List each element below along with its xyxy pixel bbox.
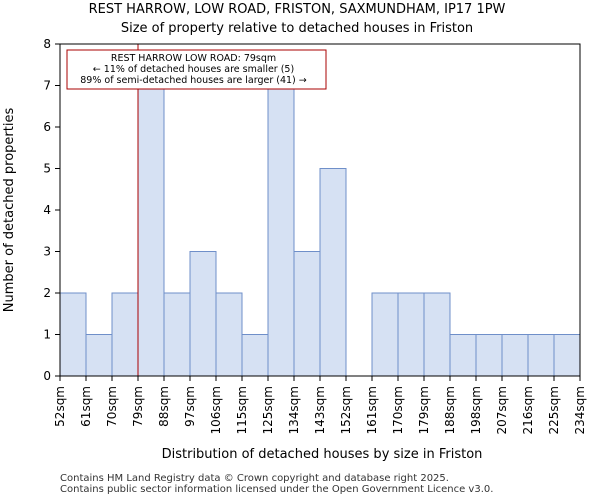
annotation-line-3: 89% of semi-detached houses are larger (…	[80, 75, 307, 86]
x-tick-label: 143sqm	[313, 386, 327, 434]
bar-125sqm	[267, 85, 295, 377]
x-tick-label: 106sqm	[209, 386, 223, 434]
x-tick-label: 216sqm	[521, 386, 535, 434]
bar-179sqm	[423, 292, 451, 377]
x-tick-label: 125sqm	[261, 386, 275, 434]
y-tick-label: 7	[43, 79, 51, 93]
x-tick-label: 88sqm	[157, 386, 171, 427]
x-axis-label: Distribution of detached houses by size …	[162, 447, 483, 462]
bar-134sqm	[293, 251, 321, 377]
footer-line-2: Contains public sector information licen…	[60, 484, 494, 495]
x-tick-label: 70sqm	[105, 386, 119, 427]
bar-188sqm	[449, 334, 477, 377]
chart-title: REST HARROW, LOW ROAD, FRISTON, SAXMUNDH…	[89, 2, 506, 17]
x-tick-label: 207sqm	[495, 386, 509, 434]
x-axis-ticks: 52sqm 61sqm 70sqm 79sqm 88sqm 97sqm 106sqm 115s…	[53, 376, 587, 434]
x-tick-label: 115sqm	[235, 386, 249, 434]
x-tick-label: 52sqm	[53, 386, 67, 427]
bar-88sqm	[163, 292, 191, 377]
plot-frame	[59, 43, 581, 377]
bar-161sqm	[371, 292, 399, 377]
bar-143sqm	[319, 168, 347, 377]
y-tick-label: 3	[43, 245, 51, 259]
bar-61sqm	[85, 334, 113, 377]
bar-216sqm	[527, 334, 555, 377]
bar-97sqm	[189, 251, 217, 377]
bar-70sqm	[111, 292, 139, 377]
x-tick-label: 188sqm	[443, 386, 457, 434]
x-tick-label: 225sqm	[547, 386, 561, 434]
x-tick-label: 161sqm	[365, 386, 379, 434]
bar-207sqm	[501, 334, 529, 377]
x-tick-label: 170sqm	[391, 386, 405, 434]
y-axis-ticks: 0 1 2 3 4 5 6 7 8	[43, 37, 60, 383]
x-tick-label: 198sqm	[469, 386, 483, 434]
x-tick-label: 179sqm	[417, 386, 431, 434]
marker-annotation: REST HARROW LOW ROAD: 79sqm ← 11% of det…	[66, 49, 327, 90]
annotation-box	[66, 49, 327, 90]
x-tick-label: 61sqm	[79, 386, 93, 427]
bar-225sqm	[553, 334, 581, 377]
y-tick-label: 4	[43, 203, 51, 217]
y-tick-label: 8	[43, 37, 51, 51]
x-tick-label: 152sqm	[339, 386, 353, 434]
footer-line-1: Contains HM Land Registry data © Crown c…	[60, 473, 449, 484]
y-tick-label: 0	[43, 369, 51, 383]
bar-106sqm	[215, 292, 243, 377]
y-tick-label: 5	[43, 162, 51, 176]
x-tick-label: 134sqm	[287, 386, 301, 434]
x-tick-label: 97sqm	[183, 386, 197, 427]
bar-170sqm	[397, 292, 425, 377]
bar-115sqm	[241, 334, 269, 377]
x-tick-label: 234sqm	[573, 386, 587, 434]
y-tick-label: 6	[43, 120, 51, 134]
y-tick-label: 2	[43, 286, 51, 300]
bar-52sqm	[59, 292, 87, 377]
chart-subtitle: Size of property relative to detached ho…	[121, 21, 473, 36]
x-tick-label: 79sqm	[131, 386, 145, 427]
y-tick-label: 1	[43, 328, 51, 342]
annotation-line-2: ← 11% of detached houses are smaller (5)	[93, 64, 294, 75]
y-axis-label: Number of detached properties	[2, 108, 17, 313]
bar-79sqm	[137, 85, 165, 377]
bar-198sqm	[475, 334, 503, 377]
annotation-line-1: REST HARROW LOW ROAD: 79sqm	[111, 53, 276, 64]
